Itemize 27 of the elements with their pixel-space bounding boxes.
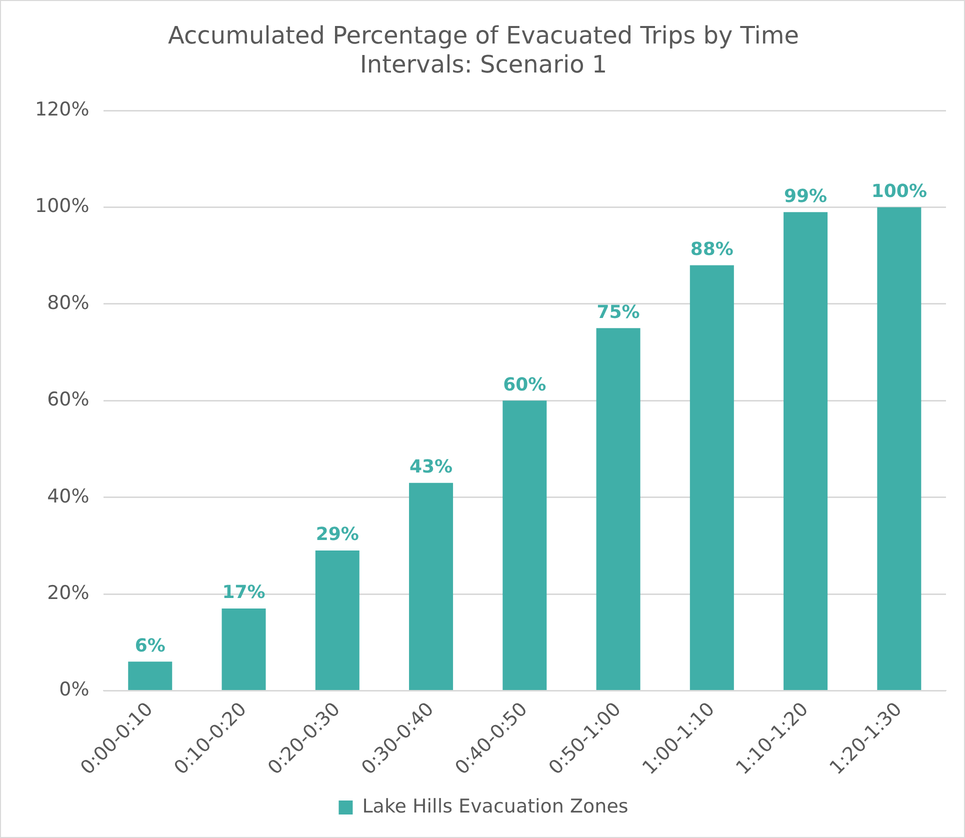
data-label: 6% [134, 635, 166, 656]
data-label: 17% [222, 582, 266, 604]
chart-title: Accumulated Percentage of Evacuated Trips by Time Intervals: Scenario 1 [168, 22, 800, 78]
data-label: 75% [596, 302, 640, 323]
legend-label: Lake Hills Evacuation Zones [362, 795, 628, 818]
data-label: 99% [784, 186, 828, 207]
data-label: 29% [316, 524, 359, 546]
data-label: 100% [871, 180, 927, 202]
data-label: 88% [690, 238, 734, 260]
y-tick-label: 20% [47, 582, 90, 604]
bar [690, 265, 734, 690]
bar [596, 328, 640, 690]
y-tick-label: 120% [34, 98, 90, 121]
data-label: 60% [503, 374, 546, 396]
y-tick-label: 0% [59, 678, 90, 701]
bar [784, 212, 828, 690]
y-tick-label: 60% [47, 388, 90, 411]
bar [315, 550, 360, 690]
y-tick-label: 100% [34, 195, 90, 218]
y-tick-label: 40% [47, 485, 90, 508]
y-tick-label: 80% [47, 292, 90, 314]
bar [877, 207, 922, 690]
bar [222, 608, 266, 690]
bar [128, 662, 172, 690]
bar [502, 400, 547, 690]
bar [409, 482, 454, 690]
data-label: 43% [409, 456, 453, 478]
